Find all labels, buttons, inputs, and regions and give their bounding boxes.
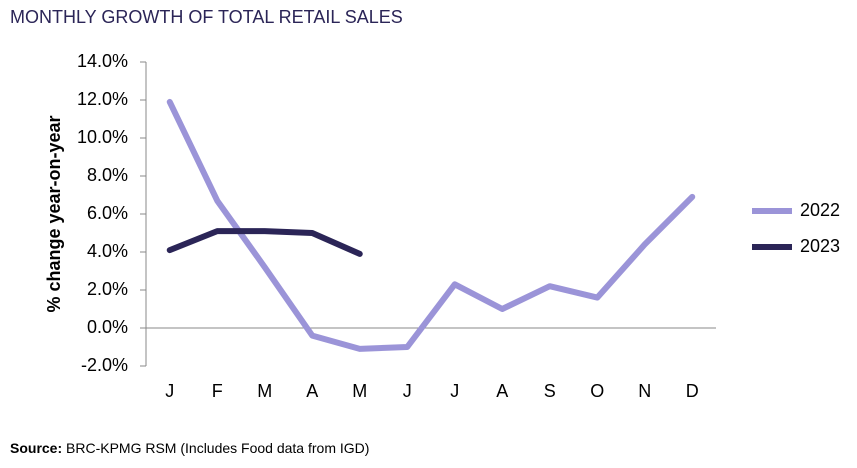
x-tick-label: J [165, 381, 174, 401]
y-tick-label: 12.0% [77, 89, 128, 109]
source: Source: BRC-KPMG RSM (Includes Food data… [10, 440, 369, 456]
x-tick-label: M [352, 381, 367, 401]
y-tick-label: 2.0% [87, 279, 128, 299]
series-line [166, 98, 696, 352]
x-tick-label: S [544, 381, 556, 401]
x-tick-label: N [638, 381, 651, 401]
x-tick-label: M [257, 381, 272, 401]
x-tick-label: O [590, 381, 604, 401]
y-tick-label: 10.0% [77, 127, 128, 147]
chart-title: MONTHLY GROWTH OF TOTAL RETAIL SALES [10, 7, 403, 27]
x-tick-label: J [403, 381, 412, 401]
series-line [166, 228, 363, 257]
x-tick-label: A [496, 381, 508, 401]
legend-label: 2023 [800, 236, 840, 256]
y-tick-label: 0.0% [87, 317, 128, 337]
source-label: Source: [10, 440, 62, 456]
y-tick-label: -2.0% [81, 355, 128, 375]
y-tick-label: 4.0% [87, 241, 128, 261]
y-tick-label: 8.0% [87, 165, 128, 185]
x-tick-label: D [686, 381, 699, 401]
y-tick-label: 14.0% [77, 51, 128, 71]
source-text: BRC-KPMG RSM (Includes Food data from IG… [66, 440, 369, 456]
legend-label: 2022 [800, 200, 840, 220]
x-tick-label: F [212, 381, 223, 401]
x-tick-label: J [450, 381, 459, 401]
x-tick-label: A [306, 381, 318, 401]
y-axis-label: % change year-on-year [44, 115, 64, 312]
y-tick-label: 6.0% [87, 203, 128, 223]
